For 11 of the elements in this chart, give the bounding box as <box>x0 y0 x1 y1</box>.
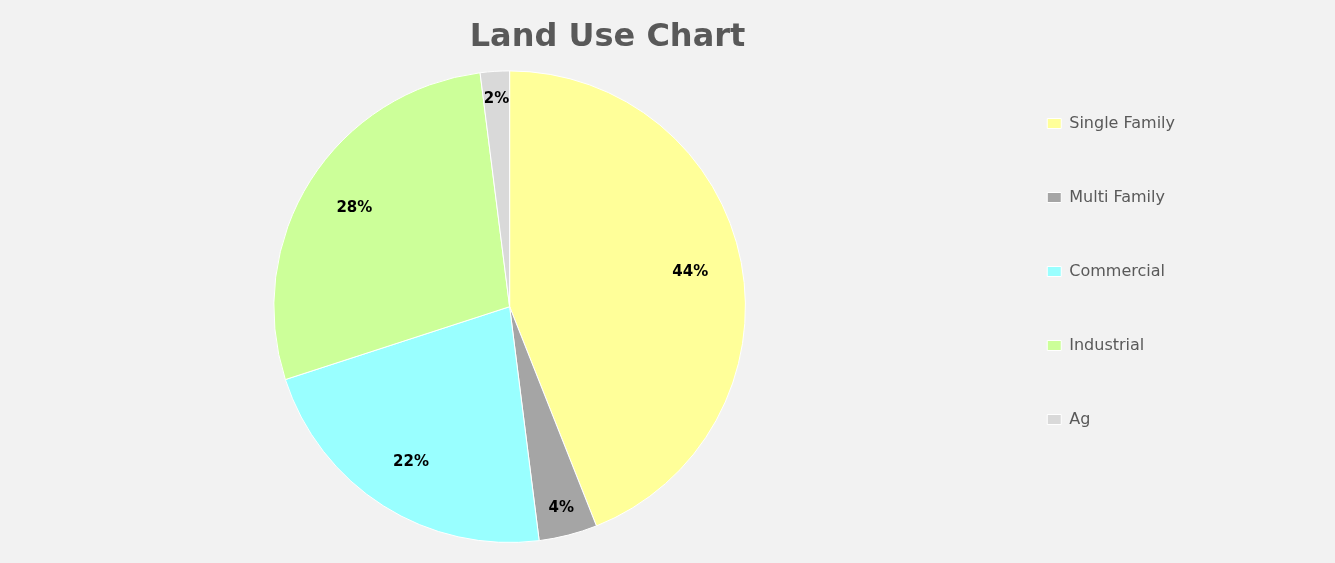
legend-label: Single Family <box>1069 112 1176 132</box>
legend-label: Industrial <box>1069 334 1145 354</box>
data-label: 44% <box>672 262 709 281</box>
data-label: 4% <box>548 497 574 516</box>
chart-title: Land Use Chart <box>469 15 746 54</box>
data-label: 22% <box>393 451 430 470</box>
data-label: 28% <box>336 198 373 217</box>
legend-label: Multi Family <box>1069 186 1165 206</box>
data-label: 2% <box>483 89 510 108</box>
legend-label: Ag <box>1069 408 1091 428</box>
legend-label: Commercial <box>1069 260 1165 280</box>
